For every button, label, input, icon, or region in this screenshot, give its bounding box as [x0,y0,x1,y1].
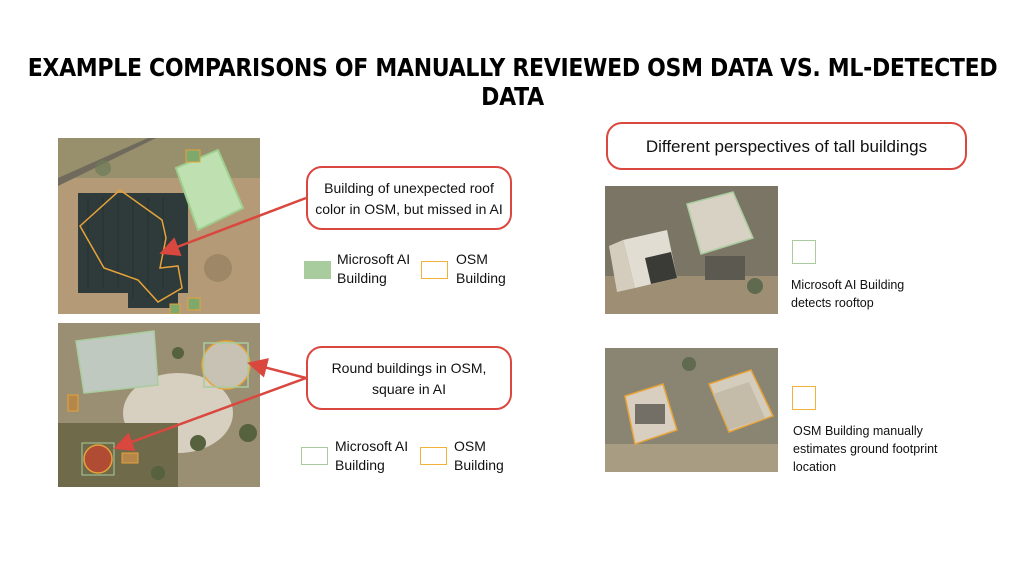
legend-top-ms-label: Microsoft AI Building [337,250,410,288]
right-note-osm-line2: estimates ground footprint [793,442,938,456]
satellite-image-dark-roof [58,138,260,314]
legend-bottom-osm-line2: Building [454,457,504,473]
right-note-osm-line1: OSM Building manually [793,424,923,438]
callout-roof-color-line1: Building of unexpected roof [324,180,494,196]
satellite-image-ground-footprint [605,348,778,472]
callout-round-line1: Round buildings in OSM, [331,360,487,376]
right-note-ms-line2: detects rooftop [791,296,874,310]
legend-ms-swatch-outline [301,447,328,465]
legend-top-ms-line1: Microsoft AI [337,251,411,267]
satellite-image-round-buildings [58,323,260,487]
callout-roof-color-line2: color in OSM, but missed in AI [315,201,503,217]
legend-ms-swatch-filled [304,261,331,279]
page-title: EXAMPLE COMPARISONS OF MANUALLY REVIEWED… [27,54,998,112]
legend-top-osm-label: OSM Building [456,250,506,288]
legend-osm-swatch-outline [421,261,448,279]
legend-bottom-ms-line2: Building [335,457,385,473]
right-note-osm-line3: location [793,460,837,474]
right-note-ms-line1: Microsoft AI Building [791,278,905,292]
callout-roof-color: Building of unexpected roof color in OSM… [306,166,512,230]
satellite-image-rooftop [605,186,778,314]
callout-round-line2: square in AI [372,381,446,397]
legend-bottom-osm-label: OSM Building [454,437,504,475]
legend-bottom-ms-label: Microsoft AI Building [335,437,408,475]
legend-top-ms-line2: Building [337,270,387,286]
right-note-osm: OSM Building manually estimates ground f… [793,422,938,476]
right-note-ms: Microsoft AI Building detects rooftop [791,276,904,312]
legend-top-osm-line2: Building [456,270,506,286]
legend-bottom-osm-line1: OSM [454,438,486,454]
arrow-round-top [247,358,307,380]
legend-osm-swatch-outline-bottom [420,447,447,465]
callout-perspectives-text: Different perspectives of tall buildings [645,137,928,156]
legend-right-ms-swatch [792,240,816,264]
callout-round-buildings: Round buildings in OSM, square in AI [306,346,512,410]
legend-right-osm-swatch [792,386,816,410]
legend-top-osm-line1: OSM [456,251,488,267]
callout-perspectives: Different perspectives of tall buildings [606,122,967,170]
legend-bottom-ms-line1: Microsoft AI [335,438,409,454]
